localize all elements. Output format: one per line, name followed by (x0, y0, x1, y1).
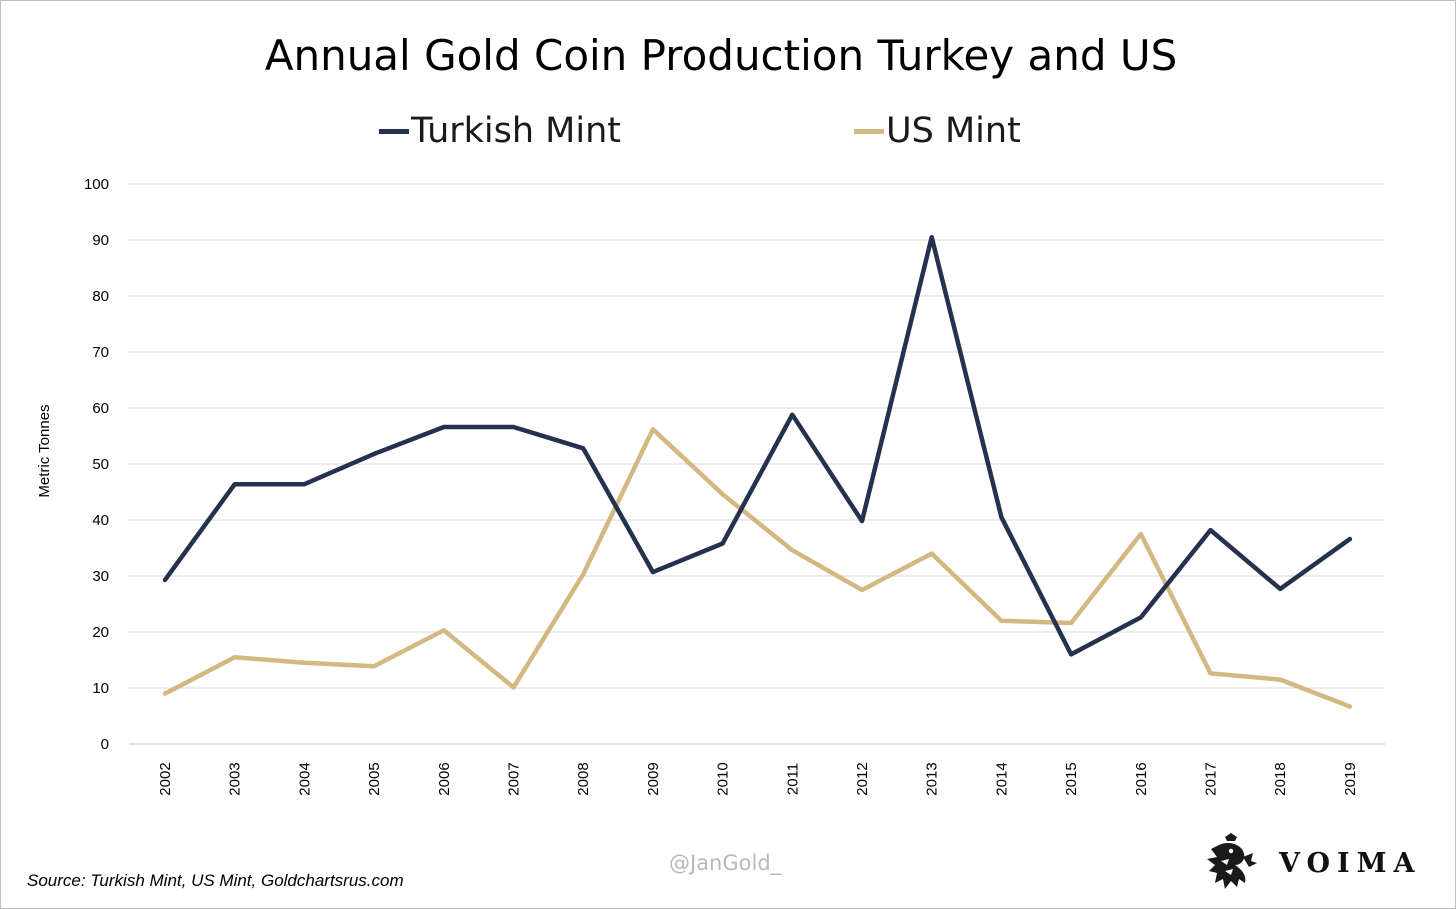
y-tick-label: 30 (92, 568, 109, 585)
y-tick-label: 40 (92, 512, 109, 529)
watermark: @JanGold_ (669, 851, 782, 875)
series-line-turkish-mint (162, 234, 1353, 657)
x-axis-ticks: 2002 2003 2004 2005 2006 2007 2008 2009 2010 2011… (157, 762, 1359, 795)
x-tick-label: 2005 (366, 762, 383, 795)
x-tick-label: 2016 (1133, 762, 1150, 795)
x-tick-label: 2004 (296, 762, 313, 795)
legend-label-us-mint: US Mint (886, 111, 1021, 151)
x-tick-label: 2015 (1063, 762, 1080, 795)
x-tick-label: 2012 (854, 762, 871, 795)
griffin-logo-icon (1207, 833, 1257, 889)
x-tick-label: 2017 (1203, 762, 1220, 795)
x-tick-label: 2002 (157, 762, 174, 795)
y-tick-label: 0 (101, 736, 109, 753)
y-tick-label: 100 (84, 176, 109, 193)
x-tick-label: 2011 (784, 763, 801, 795)
series-line-us-mint (162, 427, 1353, 709)
brand-name: VOIMA (1279, 847, 1422, 879)
x-tick-label: 2009 (645, 762, 662, 795)
legend-label-turkish-mint: Turkish Mint (411, 111, 621, 151)
y-axis-ticks: 0 10 20 30 40 50 60 70 80 90 100 (84, 176, 109, 753)
y-tick-label: 60 (92, 400, 109, 417)
legend-item-us-mint: US Mint (854, 109, 1021, 153)
x-tick-label: 2008 (575, 762, 592, 795)
x-tick-label: 2013 (924, 762, 941, 795)
y-tick-label: 70 (92, 344, 109, 361)
x-tick-label: 2003 (227, 762, 244, 795)
x-tick-label: 2006 (436, 762, 453, 795)
brand: VOIMA (1201, 831, 1421, 895)
source-note: Source: Turkish Mint, US Mint, Goldchart… (27, 871, 404, 890)
y-tick-label: 80 (92, 288, 109, 305)
legend-swatch-turkish-mint (379, 128, 409, 134)
chart-title: Annual Gold Coin Production Turkey and U… (264, 31, 1178, 80)
x-tick-label: 2019 (1342, 762, 1359, 795)
y-tick-label: 20 (92, 624, 109, 641)
y-tick-label: 50 (92, 456, 109, 473)
series-lines (162, 234, 1353, 709)
x-tick-label: 2010 (715, 762, 732, 795)
y-tick-label: 90 (92, 232, 109, 249)
legend-item-turkish-mint: Turkish Mint (379, 109, 621, 153)
x-tick-label: 2014 (993, 762, 1010, 795)
legend-swatch-us-mint (854, 128, 884, 134)
y-tick-label: 10 (92, 680, 109, 697)
x-tick-label: 2007 (506, 762, 523, 795)
y-axis-label: Metric Tonnes (36, 404, 53, 497)
gridlines (129, 183, 1385, 745)
x-tick-label: 2018 (1272, 762, 1289, 795)
